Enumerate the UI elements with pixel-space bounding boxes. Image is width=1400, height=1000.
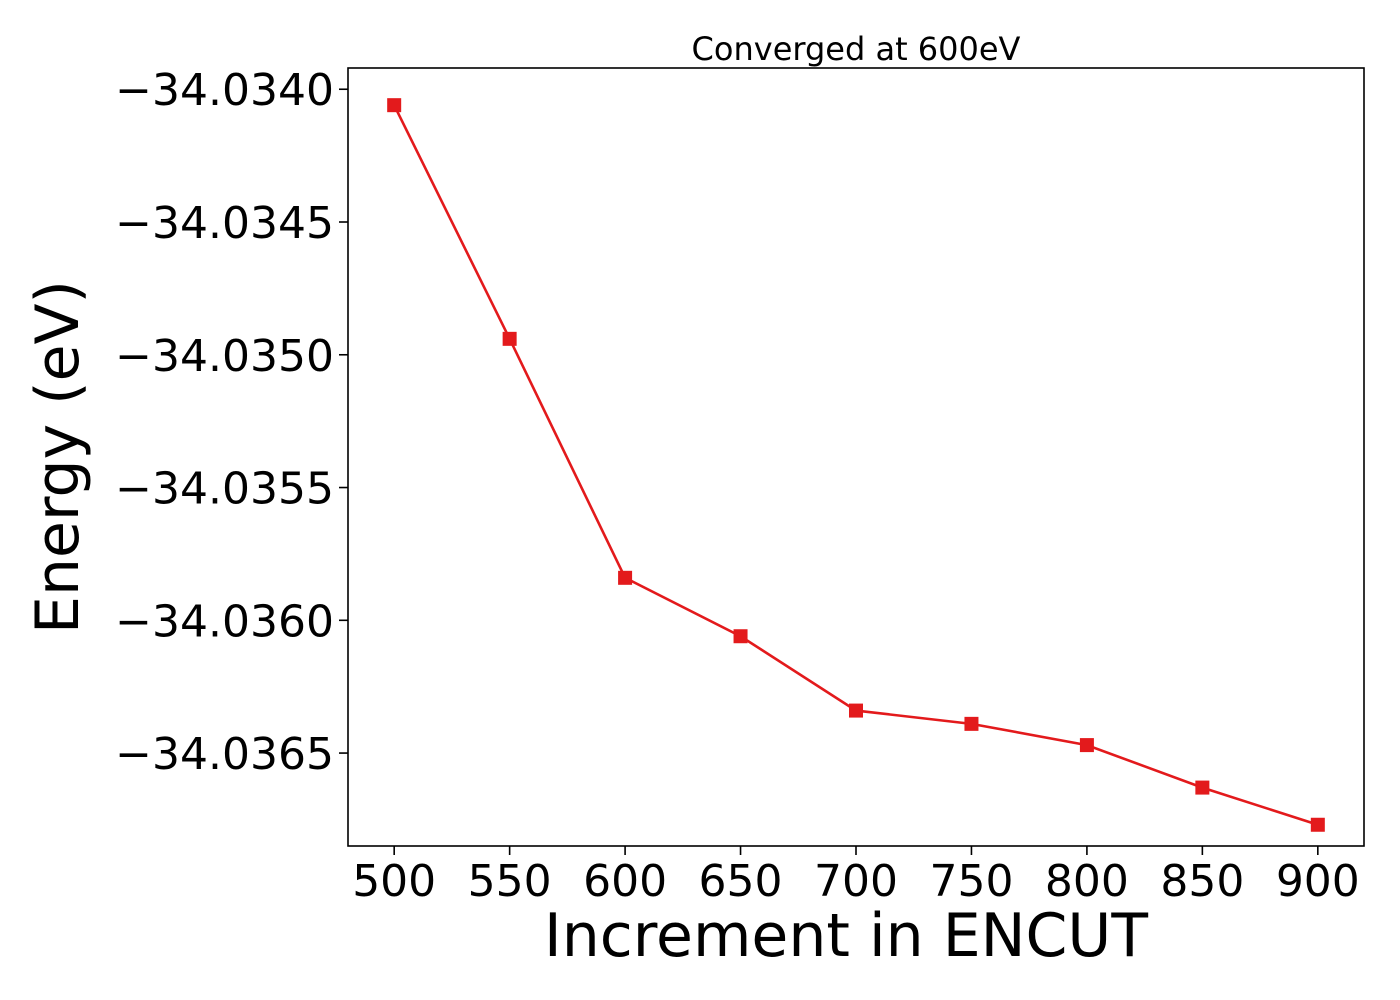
x-tick-label: 800 xyxy=(1045,856,1129,907)
y-tick-label: −34.0350 xyxy=(115,331,334,382)
x-axis-label: Increment in ENCUT xyxy=(544,901,1148,971)
y-tick-label: −34.0365 xyxy=(115,729,334,780)
y-tick-label: −34.0345 xyxy=(115,198,334,249)
series-layer xyxy=(387,98,1325,832)
data-point xyxy=(1195,780,1210,795)
x-tick-label: 650 xyxy=(699,856,783,907)
data-point xyxy=(849,703,863,718)
x-tick-label: 900 xyxy=(1276,856,1360,907)
data-point xyxy=(964,716,979,731)
data-point xyxy=(733,629,748,644)
data-point xyxy=(1079,738,1094,753)
x-tick-label: 500 xyxy=(352,856,436,907)
data-point xyxy=(387,98,402,113)
x-axis: 500 550 600 650 700 750 800 850 900 xyxy=(352,846,1360,907)
x-tick-label: 550 xyxy=(468,856,552,907)
x-tick-label: 850 xyxy=(1160,856,1244,907)
data-point xyxy=(502,331,517,346)
x-tick-label: 600 xyxy=(583,856,667,907)
y-tick-label: −34.0360 xyxy=(115,596,334,647)
plot-frame xyxy=(347,67,1365,847)
data-point xyxy=(1310,817,1325,832)
y-axis: −34.0340 −34.0345 −34.0350 −34.0355 −34.0360… xyxy=(115,65,348,780)
x-tick-label: 700 xyxy=(814,856,898,907)
chart-title: Converged at 600eV xyxy=(692,30,1021,68)
data-point xyxy=(618,570,633,585)
y-axis-label: Energy (eV) xyxy=(23,280,93,634)
x-tick-label: 750 xyxy=(929,856,1013,907)
y-tick-label: −34.0340 xyxy=(115,65,334,116)
y-tick-label: −34.0355 xyxy=(115,464,334,515)
